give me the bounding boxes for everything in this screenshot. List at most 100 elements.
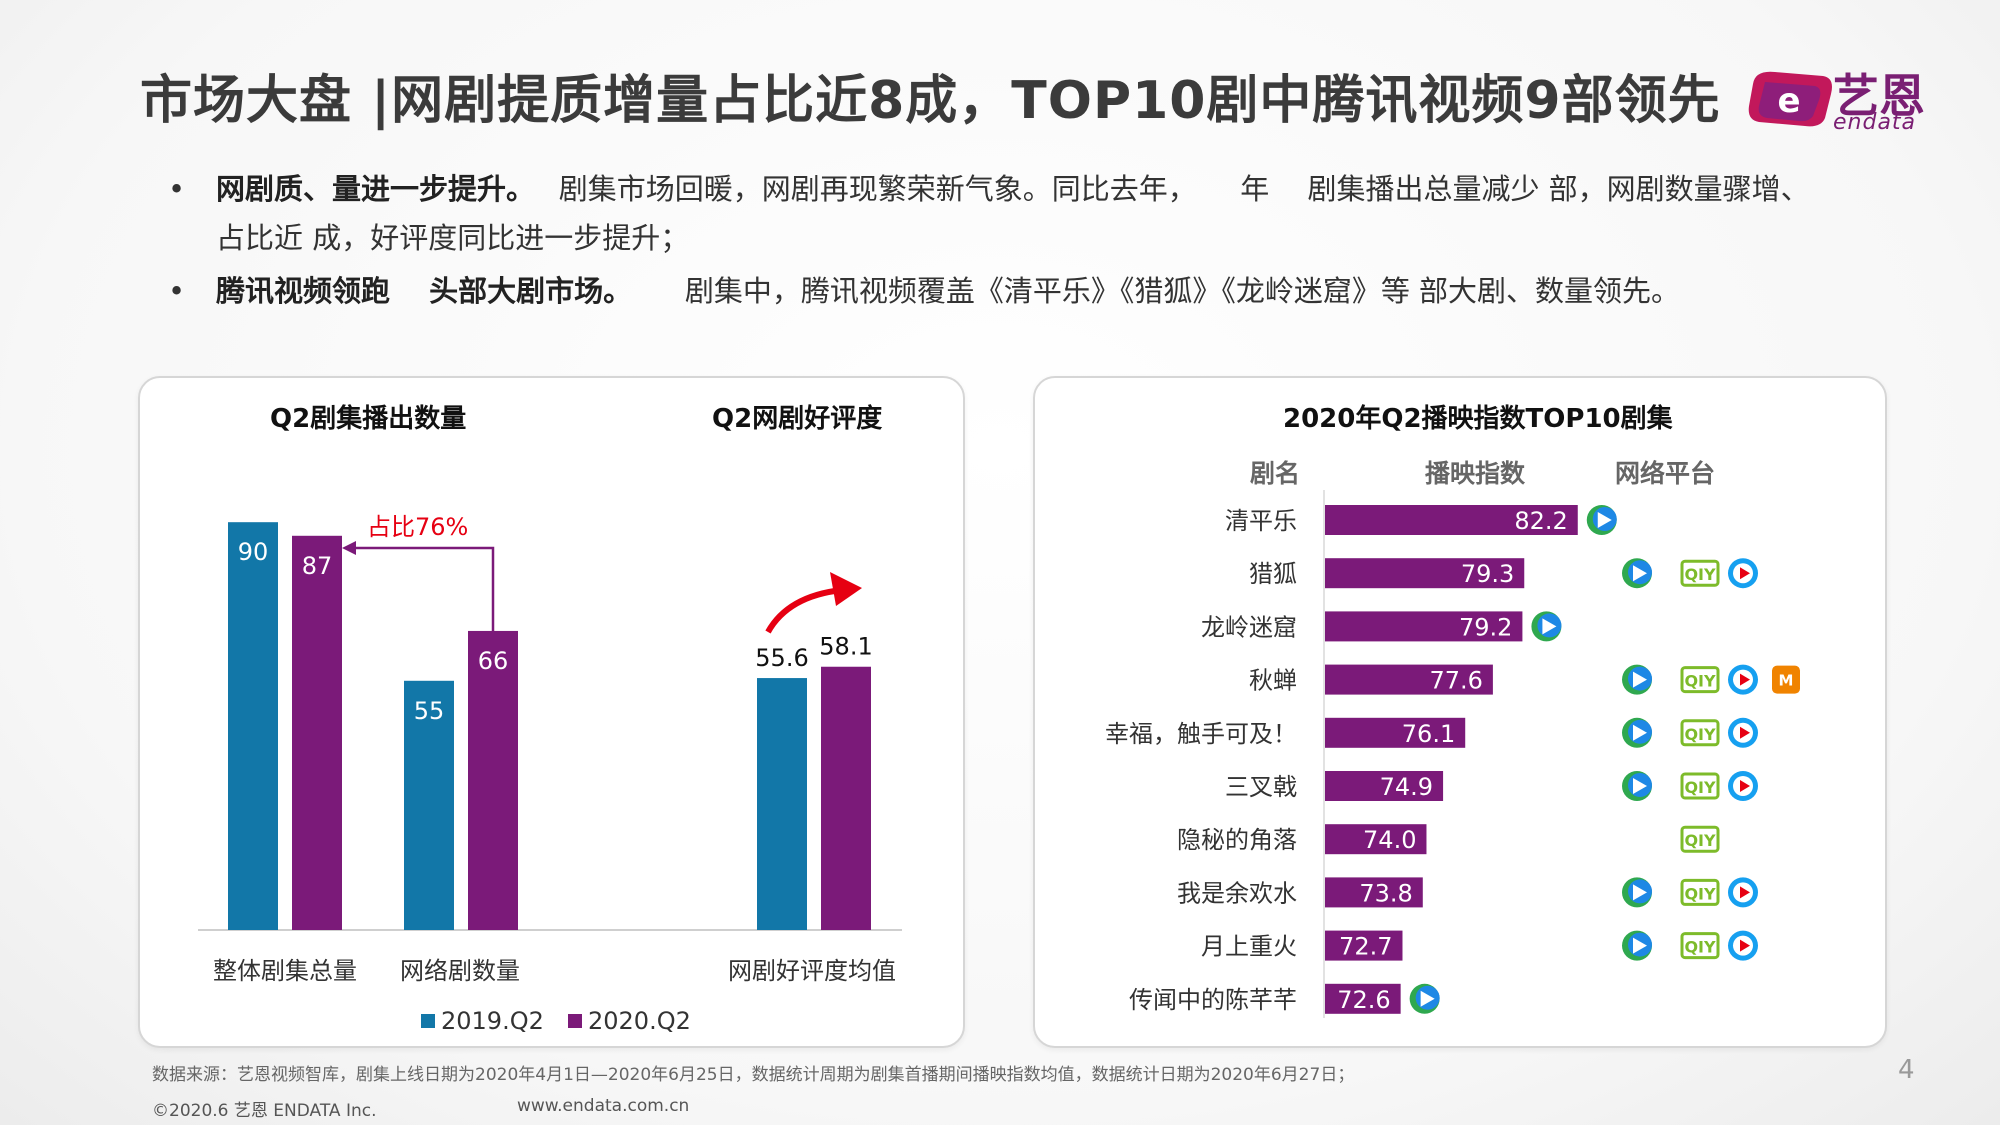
iqiyi-icon-frame <box>1680 559 1720 587</box>
bullet-1-line-1: 网剧质、量进一步提升。 剧集市场回暖，网剧再现繁荣新气象。同比去年， 年 剧集播… <box>216 163 1810 215</box>
index-value-label: 72.7 <box>1339 933 1392 961</box>
index-value-label: 76.1 <box>1402 720 1455 748</box>
index-bar-清平乐 <box>1325 505 1578 535</box>
trend-arrow-curve <box>765 587 843 634</box>
tencent-platform-icon <box>1531 611 1562 642</box>
footer-copyright: ©2020.6 艺恩 ENDATA Inc. <box>152 1101 377 1121</box>
iqiyi-icon-frame <box>1680 932 1720 960</box>
page-number: 4 <box>1898 1055 1915 1085</box>
drama-name: 龙岭迷窟 <box>1201 613 1297 641</box>
tencent-platform-icon <box>1622 930 1652 961</box>
tencent-platform-icon <box>1622 877 1652 908</box>
index-bar-龙岭迷窟 <box>1325 611 1523 642</box>
iqiyi-icon-frame <box>1680 772 1720 800</box>
column-header: 网络平台 <box>1615 459 1715 488</box>
share-annotation: 占比76% <box>367 513 468 541</box>
tencent-platform-icon <box>1622 771 1652 801</box>
index-bar-我是余欢水 <box>1325 877 1423 908</box>
bar-2020.Q2-网剧好评度均值 <box>821 666 871 930</box>
bar-value-label: 66 <box>478 647 509 675</box>
iqiyi-icon-text: QIY <box>1684 725 1716 744</box>
iqiyi-icon-frame <box>1680 666 1720 694</box>
iqiyi-platform-icon: QIY <box>1680 666 1720 694</box>
index-value-label: 72.6 <box>1337 986 1390 1014</box>
index-bar-传闻中的陈芊芊 <box>1325 983 1401 1014</box>
bar-value-label: 90 <box>238 538 269 566</box>
chart-2-title: Q2网剧好评度 <box>712 404 883 434</box>
endata-logo-icon: e <box>1748 71 1832 127</box>
bar-value-label: 55 <box>414 697 445 725</box>
legend-swatch-2020.Q2 <box>568 1014 582 1028</box>
footer-source: 数据来源：艺恩视频智库，剧集上线日期为2020年4月1日—2020年6月25日，… <box>152 1065 1355 1085</box>
column-header: 播映指数 <box>1425 459 1526 488</box>
mgtv-platform-icon: M <box>1772 665 1800 694</box>
x-category-label: 网剧好评度均值 <box>728 957 896 985</box>
bullet-2-line-1: 腾讯视频领跑 头部大剧市场。 剧集中，腾讯视频覆盖《清平乐》《猎狐》《龙岭迷窟》… <box>216 265 1680 317</box>
drama-name: 我是余欢水 <box>1177 879 1297 907</box>
iqiyi-icon-text: QIY <box>1684 565 1716 584</box>
index-value-label: 74.0 <box>1363 826 1416 854</box>
svg-text:e: e <box>1777 81 1800 121</box>
iqiyi-icon-frame <box>1680 719 1720 747</box>
drama-name: 幸福，触手可及！ <box>1105 720 1297 748</box>
bar-value-label: 55.6 <box>755 644 808 672</box>
chart-1-title: Q2剧集播出数量 <box>270 404 467 434</box>
iqiyi-platform-icon: QIY <box>1680 559 1720 587</box>
drama-name: 月上重火 <box>1201 933 1297 961</box>
iqiyi-icon-text: QIY <box>1684 884 1716 903</box>
iqiyi-platform-icon: QIY <box>1680 719 1720 747</box>
tencent-platform-icon <box>1622 558 1652 589</box>
iqiyi-icon-text: QIY <box>1684 672 1716 691</box>
bullet-dot: • <box>168 274 186 308</box>
bar-value-label: 87 <box>302 552 333 580</box>
tencent-platform-icon <box>1622 717 1652 748</box>
drama-name: 三叉戟 <box>1225 773 1297 801</box>
youku-platform-icon <box>1728 558 1758 589</box>
bullet-1-text: 剧集市场回暖，网剧再现繁荣新气象。同比去年， 年 剧集播出总量减少 部，网剧数量… <box>558 172 1810 206</box>
index-value-label: 82.2 <box>1514 507 1567 535</box>
tencent-platform-icon <box>1622 664 1652 695</box>
iqiyi-platform-icon: QIY <box>1680 878 1720 906</box>
mgtv-icon-bg <box>1772 665 1800 694</box>
youku-platform-icon <box>1728 664 1758 695</box>
iqiyi-icon-frame <box>1680 825 1720 853</box>
iqiyi-platform-icon: QIY <box>1680 825 1720 853</box>
youku-icon-play <box>1740 780 1750 792</box>
bar-2020.Q2-整体剧集总量 <box>292 535 342 930</box>
bullet-1-line-2: 占比近 成，好评度同比进一步提升； <box>216 221 690 255</box>
drama-name: 传闻中的陈芊芊 <box>1129 986 1297 1014</box>
x-category-label: 整体剧集总量 <box>213 957 357 985</box>
trend-arrow-head <box>830 572 862 606</box>
mgtv-icon-text: M <box>1779 672 1794 690</box>
bullet-1-bold: 网剧质、量进一步提升。 <box>216 172 521 206</box>
youku-icon-play <box>1740 939 1750 952</box>
x-category-label: 网络剧数量 <box>400 957 520 985</box>
bullet-dot: • <box>168 172 186 206</box>
bar-2019.Q2-网剧好评度均值 <box>757 678 807 930</box>
iqiyi-icon-text: QIY <box>1684 778 1716 797</box>
index-value-label: 74.9 <box>1380 773 1433 801</box>
bar-2020.Q2-网络剧数量 <box>468 630 518 930</box>
left-chart-panel: Q2剧集播出数量 Q2网剧好评度 90 87 整体剧集总量 55 66 网络剧数量 55.6… <box>138 376 965 1048</box>
chart-3-title: 2020年Q2播映指数TOP10剧集 <box>1283 404 1673 434</box>
tencent-icon-play <box>1633 724 1647 741</box>
share-arrow-line <box>354 546 495 631</box>
drama-name: 隐秘的角落 <box>1177 826 1297 854</box>
bar-value-label: 58.1 <box>819 633 872 661</box>
iqiyi-platform-icon: QIY <box>1680 932 1720 960</box>
tencent-icon-play <box>1633 565 1647 582</box>
index-value-label: 79.3 <box>1461 560 1514 588</box>
tencent-icon-play <box>1597 512 1612 528</box>
legend-label: 2019.Q2 <box>441 1007 544 1035</box>
left-chart-svg: 90 87 整体剧集总量 55 66 网络剧数量 55.6 58.1 网剧好评度均值 占比76% 2… <box>198 513 902 1035</box>
bullet-2-bold: 腾讯视频领跑 头部大剧市场。 <box>216 274 618 308</box>
index-bar-隐秘的角落 <box>1325 824 1427 855</box>
index-bar-秋蝉 <box>1325 664 1493 695</box>
footer-url[interactable]: www.endata.com.cn <box>517 1096 690 1116</box>
index-bar-月上重火 <box>1325 930 1403 961</box>
iqiyi-icon-text: QIY <box>1684 831 1716 850</box>
index-bar-三叉戟 <box>1325 771 1444 801</box>
iqiyi-platform-icon: QIY <box>1680 772 1720 800</box>
bullet-2-text: 剧集中，腾讯视频覆盖《清平乐》《猎狐》《龙岭迷窟》等 部大剧、数量领先。 <box>684 274 1681 308</box>
